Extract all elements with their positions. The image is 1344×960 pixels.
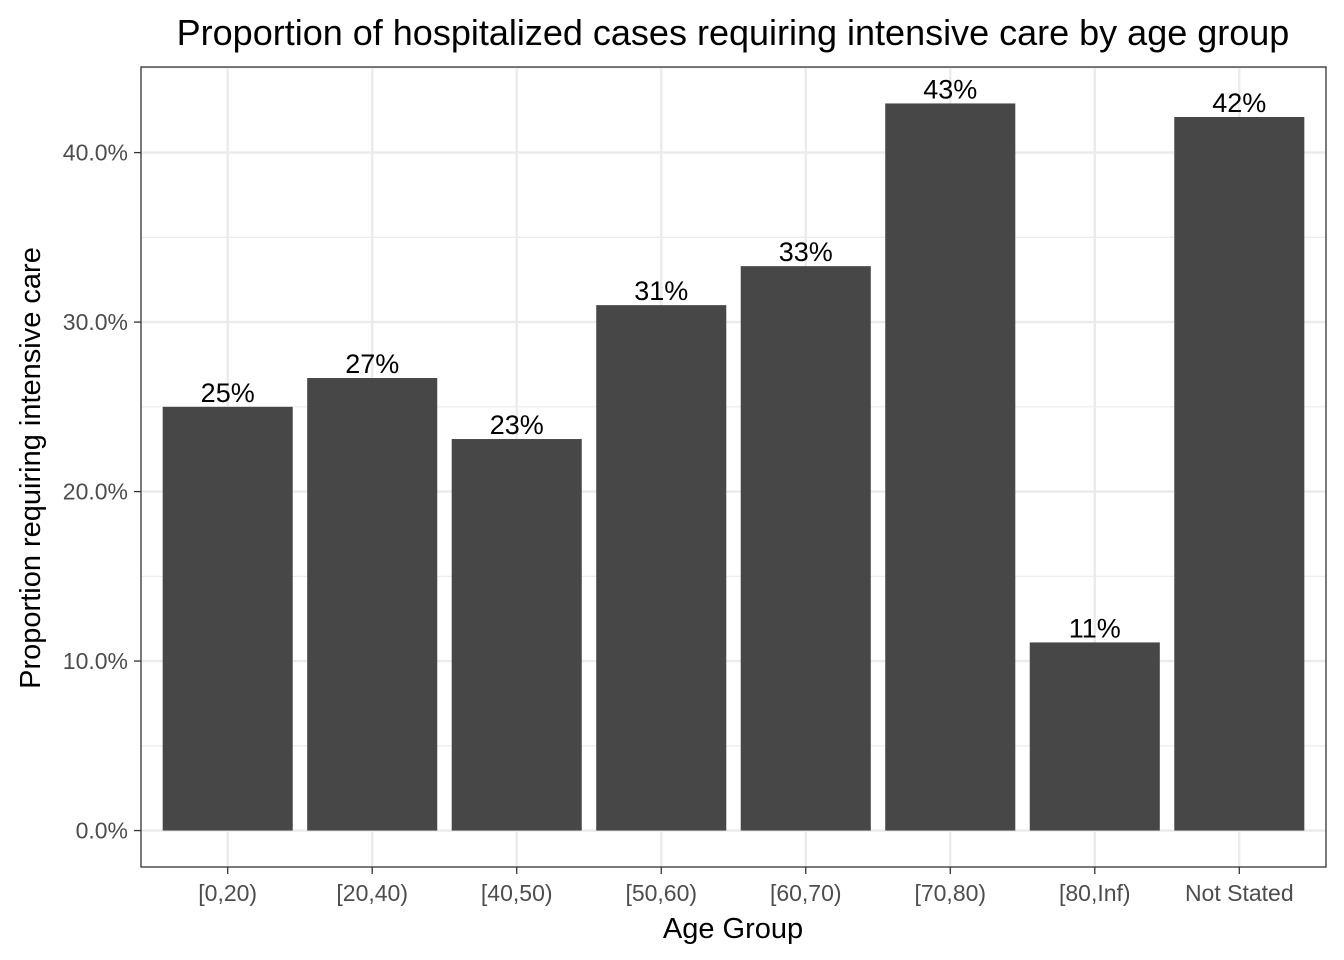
bar <box>451 439 582 831</box>
bar <box>162 406 293 831</box>
x-tick-label: [0,20) <box>198 880 257 906</box>
bar-data-label: 25% <box>201 378 255 408</box>
y-tick-label: 30.0% <box>63 309 128 335</box>
bar-labels: 25% 27% 23% 31% 33% 43% 11% 42% <box>201 74 1267 643</box>
x-tick-label: [80,Inf) <box>1059 880 1131 906</box>
x-axis: [0,20) [20,40) [40,50) [50,60) [60,70) [70,80… <box>198 867 1294 906</box>
y-tick-label: 0.0% <box>76 818 128 844</box>
bar-data-label: 27% <box>345 349 399 379</box>
plot-panel: 25% 27% 23% 31% 33% 43% 11% 42% <box>140 66 1327 868</box>
bar-data-label: 42% <box>1212 88 1266 118</box>
bar-data-label: 33% <box>779 237 833 267</box>
bar <box>307 378 438 831</box>
x-tick-label: [20,40) <box>336 880 408 906</box>
bar <box>596 305 727 831</box>
y-axis-title: Proportion requiring intensive care <box>15 247 47 689</box>
y-axis: 0.0% 10.0% 20.0% 30.0% 40.0% <box>63 140 141 844</box>
bar <box>1174 117 1305 831</box>
bar <box>740 266 871 831</box>
bar-data-label: 11% <box>1069 613 1121 643</box>
bar-data-label: 31% <box>634 276 688 306</box>
x-tick-label: [60,70) <box>770 880 842 906</box>
bar <box>1029 642 1160 831</box>
x-tick-label: [50,60) <box>625 880 697 906</box>
x-tick-label: Not Stated <box>1185 880 1294 906</box>
x-axis-title: Age Group <box>663 913 803 945</box>
x-tick-label: [70,80) <box>914 880 986 906</box>
bar <box>885 103 1016 831</box>
y-tick-label: 10.0% <box>63 648 128 674</box>
bar-data-label: 23% <box>490 410 544 440</box>
bar-data-label: 43% <box>923 74 977 104</box>
y-tick-label: 20.0% <box>63 479 128 505</box>
bars <box>162 103 1305 831</box>
y-tick-label: 40.0% <box>63 140 128 166</box>
chart-title: Proportion of hospitalized cases requiri… <box>177 12 1290 53</box>
x-tick-label: [40,50) <box>481 880 553 906</box>
panel-border <box>140 66 1327 868</box>
